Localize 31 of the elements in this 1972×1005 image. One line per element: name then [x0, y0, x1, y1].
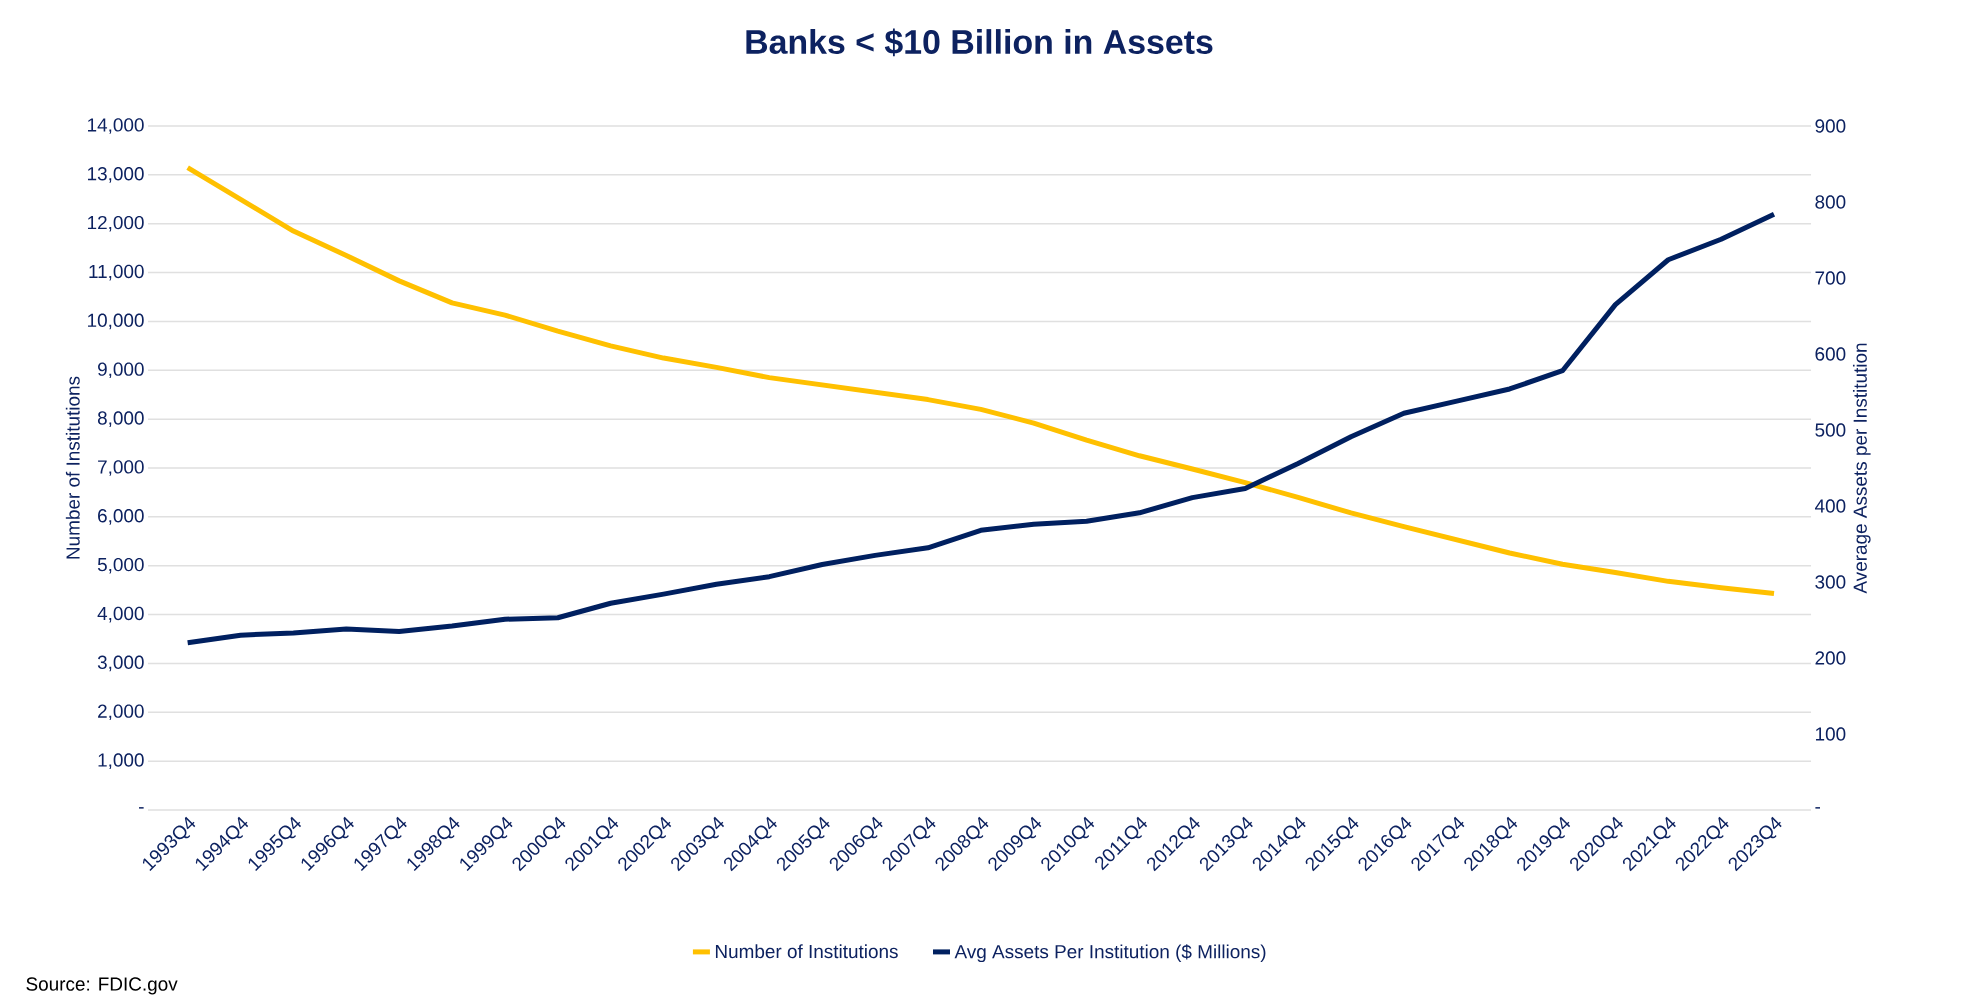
y2-axis-title: Average Assets per Institution — [1852, 343, 1871, 594]
y-tick-label: 2,000 — [98, 704, 144, 721]
y-tick-label: 1,000 — [98, 753, 144, 769]
y-tick-label: 5,000 — [97, 557, 144, 574]
y2-tick-label: 300 — [1815, 575, 1846, 589]
y2-tick-label: 600 — [1815, 347, 1846, 361]
y2-tick-label: 500 — [1815, 423, 1846, 437]
y2-tick-label: - — [1815, 807, 1820, 809]
y-tick-label: 13,000 — [88, 167, 144, 183]
source-note: Source: FDIC.gov — [26, 977, 178, 995]
y2-tick-label: 400 — [1814, 499, 1846, 513]
y2-tick-label: 900 — [1815, 119, 1846, 133]
y-tick-label: 10,000 — [88, 313, 144, 330]
y-tick-label: 3,000 — [97, 655, 144, 672]
y2-tick-label: 800 — [1815, 195, 1846, 209]
y-tick-label: 9,000 — [98, 362, 144, 379]
y2-tick-label: 700 — [1815, 271, 1846, 285]
y-tick-label: 7,000 — [98, 460, 144, 476]
y-tick-label: 6,000 — [98, 509, 144, 525]
legend-label: Number of Institutions — [715, 944, 898, 959]
chart-title: Banks < $10 Billion in Assets — [746, 28, 1213, 57]
y2-tick-label: 100 — [1815, 727, 1846, 741]
y-tick-label: 11,000 — [89, 264, 144, 281]
y-tick-label: 4,000 — [97, 606, 144, 623]
y-tick-label: 14,000 — [88, 118, 144, 134]
y-axis-title: Number of Institutions — [65, 376, 80, 559]
y-tick-label: - — [139, 807, 144, 809]
y2-tick-label: 200 — [1815, 651, 1846, 665]
legend-label: Avg Assets Per Institution ($ Millions) — [954, 944, 1266, 963]
y-tick-label: 12,000 — [88, 215, 144, 232]
y-tick-label: 8,000 — [97, 411, 144, 427]
